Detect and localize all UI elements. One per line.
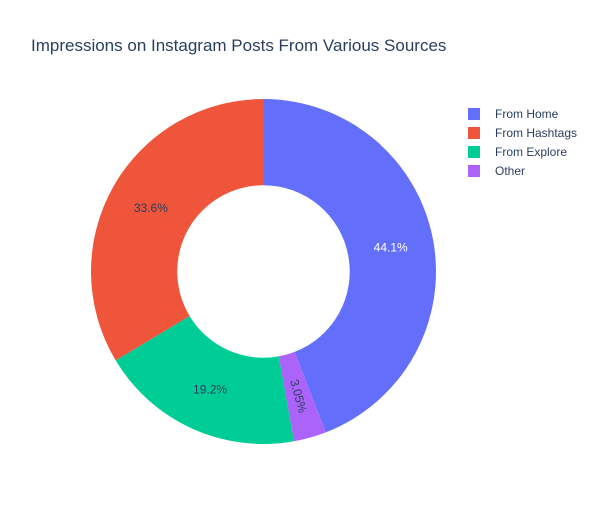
slice-label-from-hashtags: 33.6% [134,201,168,215]
chart-title: Impressions on Instagram Posts From Vari… [31,36,446,55]
legend-item-from-hashtags[interactable]: From Hashtags [468,126,577,140]
legend-label: From Home [495,107,559,121]
legend-label: Other [495,164,525,178]
legend-swatch [468,127,480,139]
slice-label-from-explore: 19.2% [193,382,227,396]
legend[interactable]: From Home From Hashtags From Explore Other [468,107,577,178]
legend-item-from-home[interactable]: From Home [468,107,559,121]
legend-swatch [468,146,480,158]
slice-from-hashtags[interactable] [91,99,264,361]
legend-swatch [468,108,480,120]
slices-layer [91,99,437,445]
slice-labels-layer: 44.1%3.05%19.2%33.6% [134,201,408,415]
legend-label: From Explore [495,145,567,159]
slice-other[interactable] [278,351,326,442]
slice-from-home[interactable] [263,99,437,433]
slice-label-from-home: 44.1% [374,241,408,255]
legend-label: From Hashtags [495,126,577,140]
slice-from-explore[interactable] [115,315,294,445]
legend-item-other[interactable]: Other [468,164,525,178]
legend-swatch [468,165,480,177]
legend-item-from-explore[interactable]: From Explore [468,145,567,159]
